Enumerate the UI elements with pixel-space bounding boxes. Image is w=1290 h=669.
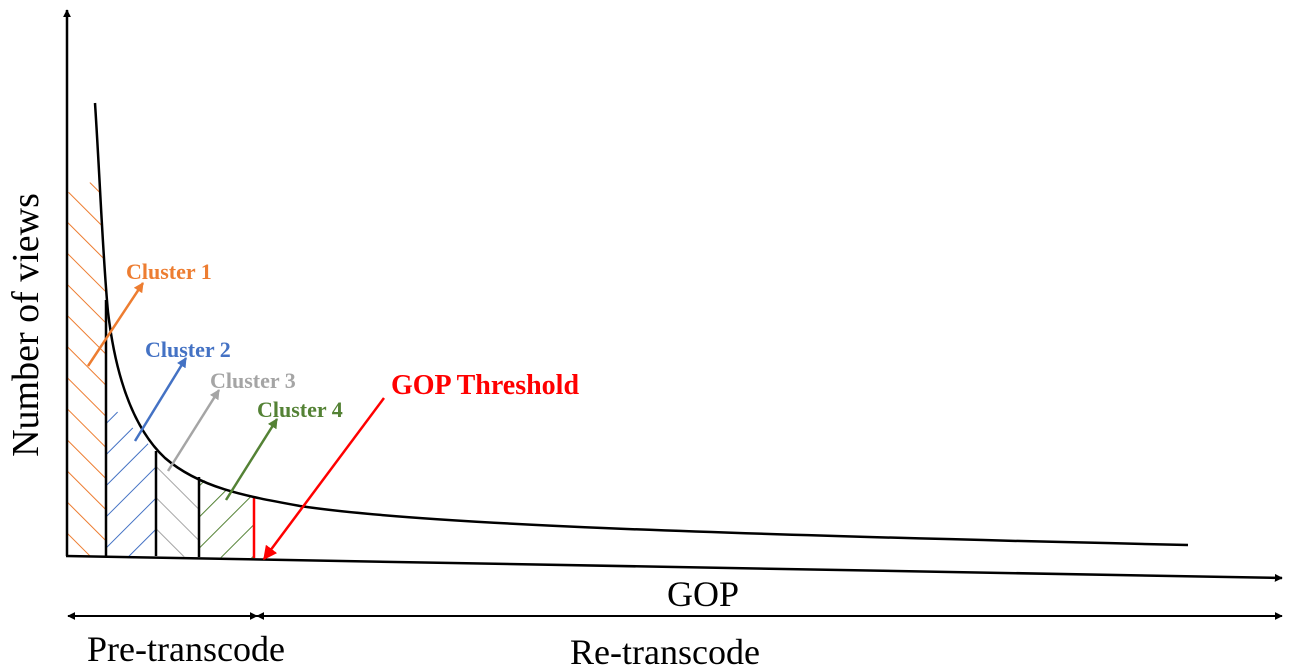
views-curve: [93, 102, 1189, 547]
cluster-1-arrow: [86, 282, 145, 367]
cluster-2-region: [106, 400, 156, 556]
cluster-3-label: Cluster 3: [210, 368, 296, 393]
cluster-3-region: [156, 452, 199, 557]
cluster-3-arrow: [166, 389, 221, 472]
cluster-4-label: Cluster 4: [257, 397, 343, 422]
cluster-1-label: Cluster 1: [126, 259, 212, 284]
pre-transcode-label: Pre-transcode: [87, 629, 285, 669]
cluster-4-region: [199, 478, 254, 558]
re-transcode-label: Re-transcode: [570, 632, 760, 669]
gop-threshold-label: GOP Threshold: [391, 370, 579, 401]
threshold-arrow: [262, 397, 386, 561]
cluster-2-label: Cluster 2: [145, 337, 231, 362]
cluster-4-arrow: [224, 418, 279, 501]
x-axis-label: GOP: [667, 574, 739, 614]
cluster-2-arrow: [133, 357, 188, 442]
cluster-1-region: [67, 178, 106, 556]
y-axis-label: Number of views: [5, 193, 47, 457]
